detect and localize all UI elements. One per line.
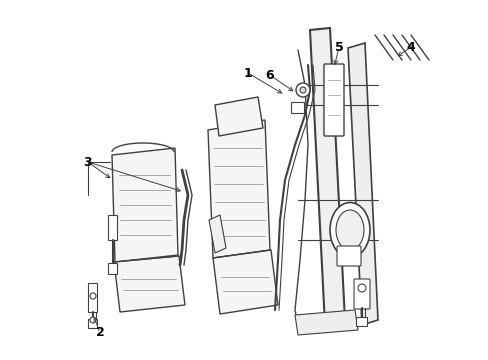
Circle shape — [90, 317, 96, 323]
Circle shape — [357, 284, 365, 292]
Polygon shape — [213, 250, 278, 314]
Text: 3: 3 — [83, 156, 92, 168]
Polygon shape — [215, 97, 263, 136]
FancyBboxPatch shape — [291, 103, 304, 113]
FancyBboxPatch shape — [324, 64, 343, 136]
Text: 6: 6 — [265, 68, 274, 81]
FancyBboxPatch shape — [88, 284, 97, 312]
Text: 5: 5 — [334, 41, 343, 54]
Polygon shape — [208, 215, 225, 253]
FancyBboxPatch shape — [336, 246, 360, 266]
FancyBboxPatch shape — [88, 320, 97, 328]
Circle shape — [299, 87, 305, 93]
Text: 4: 4 — [406, 41, 414, 54]
Polygon shape — [114, 256, 184, 312]
Ellipse shape — [335, 210, 363, 250]
Polygon shape — [294, 310, 357, 335]
Circle shape — [90, 293, 96, 299]
FancyBboxPatch shape — [108, 264, 117, 275]
Polygon shape — [112, 148, 178, 262]
Text: 1: 1 — [243, 67, 252, 80]
FancyBboxPatch shape — [353, 279, 369, 309]
Polygon shape — [347, 43, 377, 325]
Polygon shape — [207, 120, 269, 258]
Text: 2: 2 — [96, 327, 104, 339]
Circle shape — [295, 83, 309, 97]
Polygon shape — [309, 28, 345, 325]
Ellipse shape — [329, 202, 369, 257]
FancyBboxPatch shape — [356, 318, 367, 327]
FancyBboxPatch shape — [108, 216, 117, 240]
